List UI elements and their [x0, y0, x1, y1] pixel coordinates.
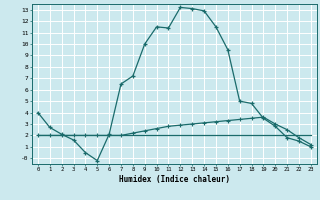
- X-axis label: Humidex (Indice chaleur): Humidex (Indice chaleur): [119, 175, 230, 184]
